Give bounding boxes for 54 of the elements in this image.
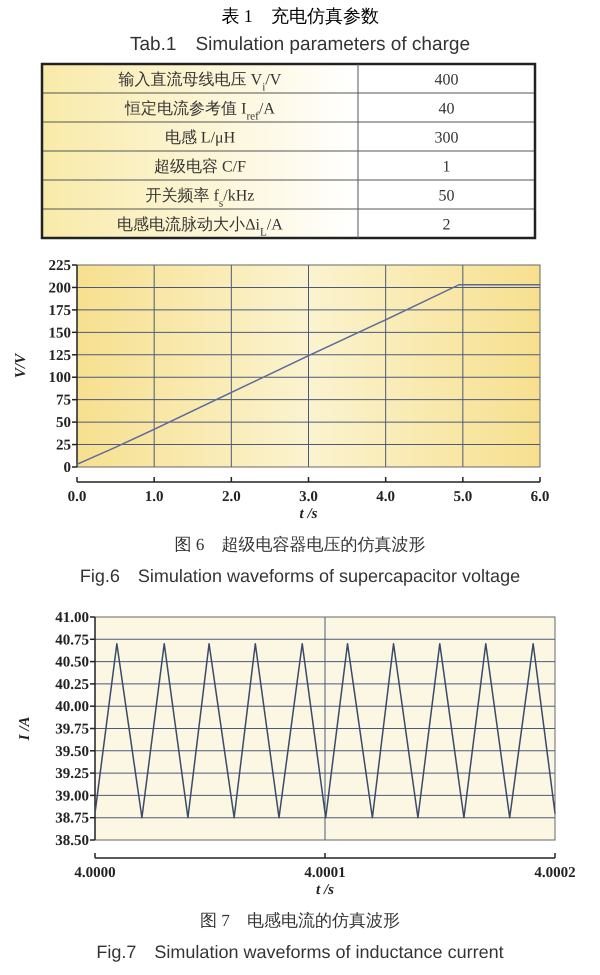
y-tick-label: 175 bbox=[48, 302, 71, 319]
text: Tab.1 Simulation parameters of charge bbox=[130, 34, 470, 55]
y-tick-label: 39.75 bbox=[55, 722, 89, 738]
y-tick-label: 40.00 bbox=[55, 699, 89, 716]
y-tick-label: 39.00 bbox=[55, 788, 89, 804]
y-tick-label: 40.50 bbox=[55, 654, 89, 671]
category-label: 电感 L/μH bbox=[164, 128, 236, 146]
y-tick-label: 39.25 bbox=[55, 766, 89, 782]
category-label: 恒定电流参考值 I$_{ref}$/A bbox=[124, 100, 276, 122]
x-tick-label: 4.0001 bbox=[304, 865, 346, 881]
x-axis-title: t /s bbox=[316, 882, 334, 898]
y-tick-label: 39.50 bbox=[55, 744, 89, 760]
y-tick-label: 38.50 bbox=[55, 833, 89, 849]
y-tick-label: 0 bbox=[64, 460, 71, 476]
y-tick-label: 38.75 bbox=[55, 810, 89, 827]
data-label: 400 bbox=[434, 72, 458, 88]
data-label: 300 bbox=[434, 130, 458, 146]
y-tick-label: 225 bbox=[48, 258, 71, 274]
x-tick-label: 0.0 bbox=[68, 489, 86, 505]
caption: 图 7 电感电流的仿真波形 bbox=[200, 911, 400, 930]
y-axis-title: V/V bbox=[13, 352, 29, 378]
data-label: 50 bbox=[438, 188, 454, 204]
data-label: 2 bbox=[442, 216, 450, 234]
category-label: 输入直流母线电压 V$_{i}$/V bbox=[118, 70, 282, 94]
y-tick-label: 50 bbox=[56, 415, 71, 432]
x-axis-title: t /s bbox=[300, 506, 318, 522]
x-tick-label: 5.0 bbox=[453, 489, 472, 505]
y-tick-label: 40.25 bbox=[55, 676, 89, 693]
y-axis-title: I /A bbox=[17, 716, 33, 742]
data-label: 1 bbox=[442, 158, 450, 176]
y-tick-label: 125 bbox=[48, 348, 71, 364]
caption: Fig.6 Simulation waveforms of supercapacitor voltage bbox=[80, 566, 520, 586]
y-tick-label: 200 bbox=[48, 280, 71, 296]
caption: Fig.7 Simulation waveforms of inductance current bbox=[96, 942, 504, 962]
line-series bbox=[76, 284, 541, 466]
x-tick-label: 4.0000 bbox=[74, 865, 116, 881]
category-label: 电感电流脉动大小Δi$_{L}$/A bbox=[117, 216, 284, 238]
category-label: 超级电容 C/F bbox=[154, 158, 246, 176]
y-tick-label: 41.00 bbox=[55, 610, 89, 626]
caption: 图 6 超级电容器电压的仿真波形 bbox=[174, 535, 426, 554]
y-tick-label: 100 bbox=[48, 370, 71, 386]
x-tick-label: 4.0 bbox=[376, 489, 396, 505]
data-label: 40 bbox=[438, 100, 454, 118]
category-label: 开关频率 f$_{s}$/kHz bbox=[146, 186, 254, 210]
x-tick-label: 6.0 bbox=[530, 489, 550, 505]
x-tick-label: 1.0 bbox=[144, 489, 164, 505]
y-tick-label: 75 bbox=[56, 392, 71, 409]
y-tick-label: 40.75 bbox=[55, 632, 89, 648]
y-tick-label: 25 bbox=[56, 438, 71, 454]
x-tick-label: 2.0 bbox=[222, 489, 241, 505]
y-tick-label: 150 bbox=[48, 325, 71, 342]
x-tick-label: 4.0002 bbox=[534, 865, 576, 881]
text: 表 1 充电仿真参数 bbox=[221, 6, 379, 26]
x-tick-label: 3.0 bbox=[299, 489, 318, 505]
